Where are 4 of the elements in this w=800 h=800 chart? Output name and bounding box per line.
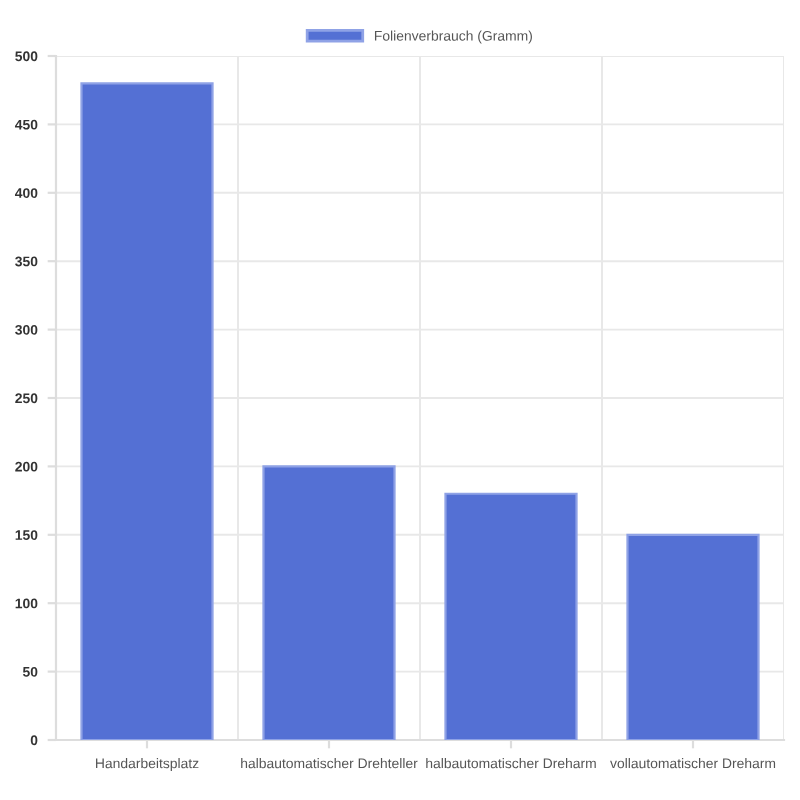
bar: [262, 465, 396, 740]
bar: [444, 492, 578, 740]
bar: [626, 533, 760, 740]
bar: [80, 82, 214, 740]
